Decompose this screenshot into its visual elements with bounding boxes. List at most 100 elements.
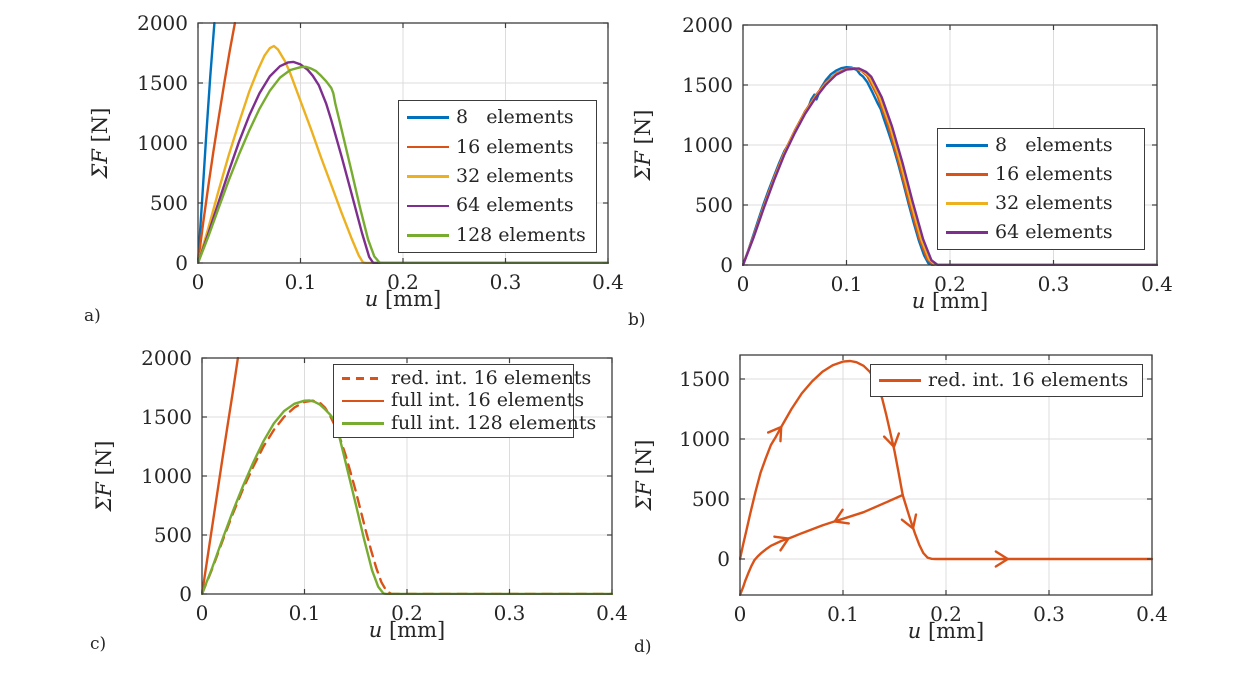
panel-label: b) xyxy=(628,310,646,330)
y-axis-label: ΣF [N] xyxy=(92,416,116,536)
y-tick-label: 500 xyxy=(691,487,730,511)
y-tick-label: 0 xyxy=(720,253,733,277)
x-tick-label: 0.2 xyxy=(934,272,966,296)
direction-arrow xyxy=(900,513,918,530)
x-tick-label: 0.4 xyxy=(592,270,624,294)
series-128-elements xyxy=(197,65,609,264)
plot-a xyxy=(197,22,609,264)
axis-label-unit: [mm] xyxy=(925,289,989,313)
x-tick-label: 0.3 xyxy=(493,601,526,625)
axis-label-symbol: ΣF xyxy=(92,482,116,512)
legend-entry: 32 elements xyxy=(407,164,590,187)
x-tick-label: 0.3 xyxy=(1037,272,1070,296)
legend-entry: red. int. 16 elements xyxy=(342,368,591,388)
y-tick-label: 1000 xyxy=(679,427,730,451)
axis-label-symbol: ΣF xyxy=(88,149,112,179)
legend-label: 16 elements xyxy=(456,135,574,158)
series-full-int-16-elements xyxy=(201,357,240,595)
series-group xyxy=(197,22,609,264)
x-tick-label: 0.2 xyxy=(387,270,419,294)
x-tick-label: 0.2 xyxy=(391,601,423,625)
legend-entry: 8 elements xyxy=(407,108,590,127)
y-tick-label: 1500 xyxy=(137,71,188,95)
axis-label-unit: [N] xyxy=(632,439,656,482)
legend-label: full int. 16 elements xyxy=(391,389,585,412)
legend-entry: 16 elements xyxy=(407,135,590,158)
legend-entry: 64 elements xyxy=(407,196,590,215)
legend-line-sample xyxy=(407,204,449,208)
y-tick-label: 2000 xyxy=(137,11,188,35)
legend-entry: 128 elements xyxy=(407,225,590,245)
series-full-int-128-elements xyxy=(201,399,613,595)
y-axis-label: ΣF [N] xyxy=(88,83,112,203)
y-tick-label: 0 xyxy=(175,251,188,275)
direction-arrow xyxy=(882,432,901,448)
x-axis-label: u [mm] xyxy=(890,290,1010,312)
legend-line-sample xyxy=(946,173,988,176)
x-tick-label: 0.2 xyxy=(930,602,962,626)
series-unload-reload-branch xyxy=(739,493,904,596)
legend-label: 8 elements xyxy=(456,106,574,129)
y-tick-label: 2000 xyxy=(141,346,192,370)
axis-label-unit: [mm] xyxy=(921,619,985,643)
x-tick-label: 0.1 xyxy=(284,270,317,294)
x-tick-label: 0 xyxy=(736,272,750,296)
legend-line-sample xyxy=(879,379,921,382)
legend-entry: 32 elements xyxy=(946,194,1138,213)
y-tick-label: 500 xyxy=(694,193,733,217)
legend-label: 64 elements xyxy=(995,221,1113,243)
direction-arrow xyxy=(833,508,850,525)
axis-label-unit: [N] xyxy=(92,440,116,483)
series-group xyxy=(739,359,1153,596)
x-tick-label: 0 xyxy=(191,270,205,294)
legend-label: red. int. 16 elements xyxy=(928,369,1129,391)
legend-label: 32 elements xyxy=(456,164,574,187)
legend-entry: 64 elements xyxy=(946,223,1138,242)
axis-label-unit: [N] xyxy=(631,109,655,152)
direction-arrow xyxy=(766,425,783,443)
legend: 8 elements 16 elements 32 elements 64 eleme… xyxy=(398,100,597,253)
axis-label-symbol: u xyxy=(364,287,379,311)
legend-line-sample xyxy=(342,422,384,425)
legend-entry: red. int. 16 elements xyxy=(879,371,1136,390)
legend-label: 32 elements xyxy=(995,192,1113,214)
y-tick-label: 1000 xyxy=(141,464,192,488)
plot-c xyxy=(201,357,613,595)
legend-label: 16 elements xyxy=(995,163,1113,185)
series-group xyxy=(201,357,613,595)
plot-d xyxy=(739,354,1153,596)
panel-label: d) xyxy=(634,637,652,657)
legend-entry: 16 elements xyxy=(946,165,1138,184)
x-tick-label: 0.3 xyxy=(1033,602,1065,626)
axis-label-unit: [N] xyxy=(88,107,112,150)
legend-entry: full int. 128 elements xyxy=(342,414,596,433)
direction-arrow xyxy=(994,550,1009,568)
legend-entry: full int. 16 elements xyxy=(342,391,584,410)
legend-label: 8 elements xyxy=(995,134,1113,156)
panel-label: a) xyxy=(84,306,101,326)
x-tick-label: 0 xyxy=(733,602,747,626)
legend-line-sample xyxy=(342,376,384,380)
series-red-int-16-elements xyxy=(739,359,904,561)
legend-line-sample xyxy=(407,116,449,120)
y-tick-label: 500 xyxy=(153,523,192,547)
y-tick-label: 2000 xyxy=(682,13,733,37)
x-tick-label: 0.4 xyxy=(596,601,628,625)
legend: 8 elements 16 elements 32 elements 64 eleme… xyxy=(937,128,1145,250)
legend-label: red. int. 16 elements xyxy=(391,366,592,389)
legend-line-sample xyxy=(946,144,988,147)
x-tick-label: 0.1 xyxy=(827,602,859,626)
y-tick-label: 1000 xyxy=(137,131,188,155)
legend-line-sample xyxy=(342,399,384,403)
y-axis-label: ΣF [N] xyxy=(631,85,655,205)
axis-label-symbol: u xyxy=(907,619,922,643)
legend-line-sample xyxy=(407,145,449,149)
y-tick-label: 1000 xyxy=(682,133,733,157)
x-axis-label: u [mm] xyxy=(347,619,467,641)
axis-label-unit: [mm] xyxy=(382,618,446,642)
legend-line-sample xyxy=(407,233,449,237)
y-tick-label: 1500 xyxy=(141,405,192,429)
legend-label: full int. 128 elements xyxy=(391,412,597,435)
y-tick-label: 1500 xyxy=(679,367,730,391)
